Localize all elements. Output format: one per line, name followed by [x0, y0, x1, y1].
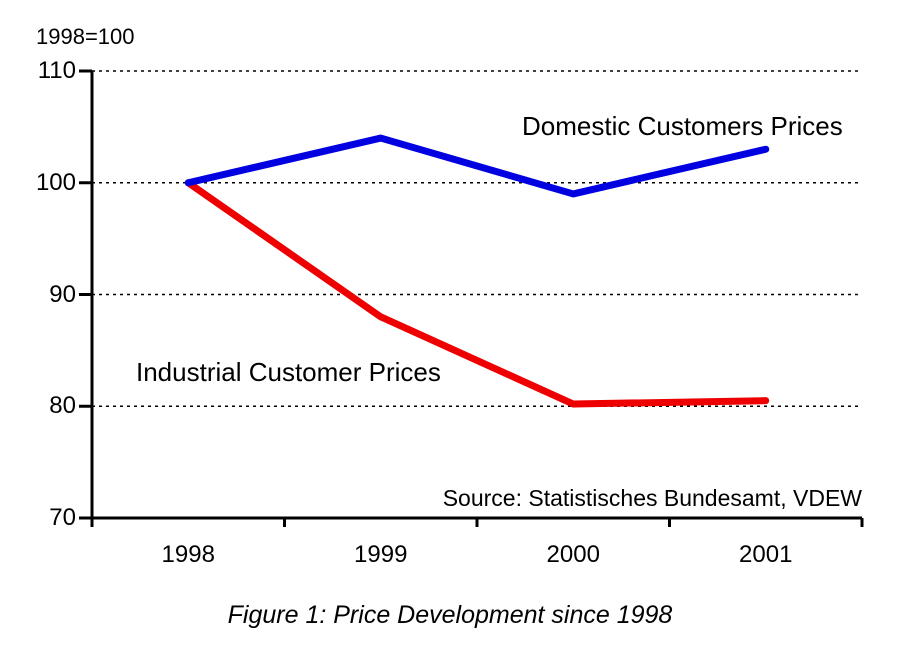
- y-tick-label: 80: [49, 392, 76, 420]
- x-tick-label: 2001: [739, 541, 793, 568]
- y-tick-label: 70: [49, 504, 76, 531]
- x-tick-label: 1998: [161, 541, 215, 568]
- y-axis-unit-label: 1998=100: [36, 24, 135, 49]
- y-tick-label: 90: [49, 280, 76, 308]
- x-tick-label: 1999: [354, 541, 408, 568]
- series-label-domestic: Domestic Customers Prices: [522, 111, 843, 141]
- figure-caption: Figure 1: Price Development since 1998: [227, 601, 673, 629]
- series-label-industrial: Industrial Customer Prices: [136, 357, 441, 387]
- x-tick-label: 2000: [546, 541, 600, 568]
- source-note: Source: Statistisches Bundesamt, VDEW: [442, 485, 862, 511]
- y-tick-label: 110: [37, 57, 76, 84]
- series-line-domestic: [184, 134, 770, 198]
- y-tick-label: 100: [35, 168, 76, 196]
- series-line-industrial: [184, 179, 770, 408]
